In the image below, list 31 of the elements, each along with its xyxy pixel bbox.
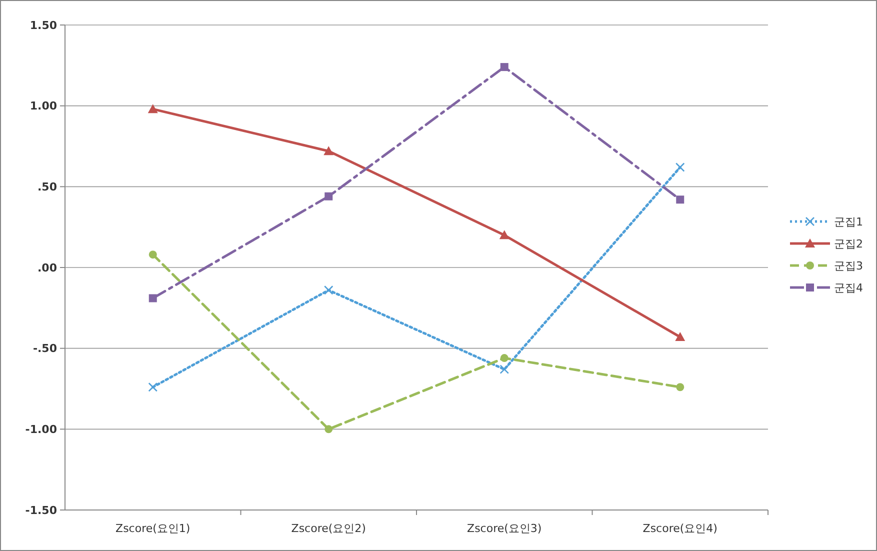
- y-tick-label: .00: [38, 261, 58, 274]
- point: [148, 382, 158, 392]
- point: [675, 332, 686, 342]
- legend-label: 군집3: [834, 259, 863, 272]
- x-tick-label: Zscore(요인2): [291, 522, 366, 535]
- y-tick-label: -1.00: [25, 423, 58, 436]
- x-tick-label: Zscore(요인4): [642, 522, 718, 535]
- point: [500, 364, 510, 374]
- point: [324, 192, 333, 200]
- legend-label: 군집1: [834, 215, 863, 228]
- x-tick-label: Zscore(요인3): [467, 522, 542, 535]
- y-tick-label: 1.50: [30, 18, 58, 32]
- y-tick-label: .50: [38, 180, 58, 194]
- y-tick-label: 1.00: [30, 100, 58, 113]
- point: [676, 383, 684, 392]
- x-tick-label: Zscore(요인1): [116, 522, 190, 535]
- point: [499, 230, 510, 240]
- point: [324, 146, 334, 156]
- point: [148, 104, 158, 114]
- point: [500, 354, 508, 362]
- point: [676, 196, 684, 204]
- y-tick-label: -.50: [32, 342, 58, 356]
- point: [675, 162, 685, 172]
- point: [500, 63, 508, 72]
- y-tick-label: -1.50: [25, 504, 58, 517]
- point: [148, 294, 157, 302]
- legend-label: 군집4: [834, 281, 863, 294]
- legend-label: 군집2: [834, 237, 863, 250]
- point: [324, 425, 333, 434]
- point: [324, 285, 334, 295]
- point: [148, 250, 157, 259]
